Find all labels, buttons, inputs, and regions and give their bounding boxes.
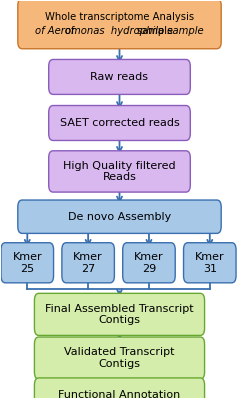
Text: Kmer
27: Kmer 27 [73, 252, 103, 273]
FancyBboxPatch shape [49, 151, 190, 192]
Text: Raw reads: Raw reads [91, 72, 148, 82]
FancyBboxPatch shape [34, 378, 205, 401]
Text: De novo Assembly: De novo Assembly [68, 212, 171, 222]
Text: of                              sample: of sample [65, 26, 174, 36]
FancyBboxPatch shape [123, 243, 175, 283]
FancyBboxPatch shape [18, 200, 221, 233]
Text: Validated Transcript
Contigs: Validated Transcript Contigs [64, 347, 175, 369]
Text: High Quality filtered
Reads: High Quality filtered Reads [63, 161, 176, 182]
FancyBboxPatch shape [49, 59, 190, 94]
FancyBboxPatch shape [18, 0, 221, 49]
Text: Whole transcriptome Analysis: Whole transcriptome Analysis [45, 12, 194, 22]
FancyBboxPatch shape [184, 243, 236, 283]
FancyBboxPatch shape [49, 105, 190, 140]
Text: Final Assembled Transcript
Contigs: Final Assembled Transcript Contigs [45, 304, 194, 325]
Text: Kmer
29: Kmer 29 [134, 252, 164, 273]
Text: of Aeromonas  hydrophila sample: of Aeromonas hydrophila sample [35, 26, 204, 36]
Text: SAET corrected reads: SAET corrected reads [60, 118, 179, 128]
Text: Kmer
25: Kmer 25 [12, 252, 42, 273]
FancyBboxPatch shape [34, 294, 205, 335]
FancyBboxPatch shape [62, 243, 114, 283]
Text: Functional Annotation: Functional Annotation [58, 390, 181, 400]
Text: Kmer
31: Kmer 31 [195, 252, 225, 273]
FancyBboxPatch shape [1, 243, 54, 283]
FancyBboxPatch shape [34, 337, 205, 379]
